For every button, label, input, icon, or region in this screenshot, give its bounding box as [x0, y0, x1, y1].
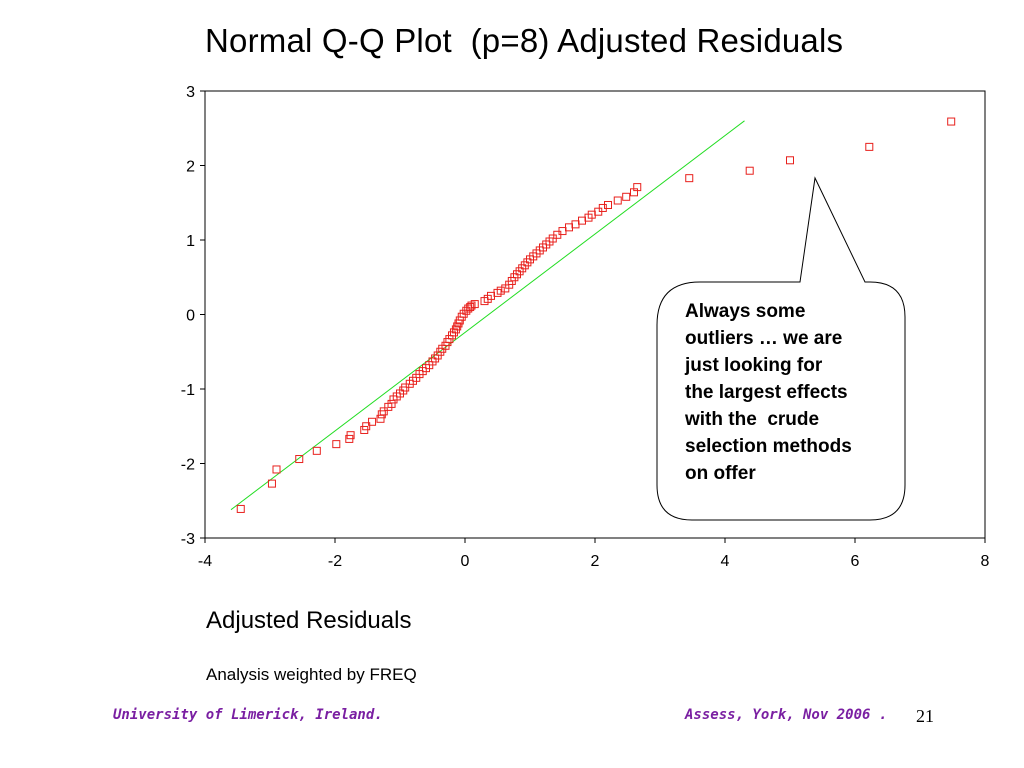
data-point — [267, 479, 276, 488]
data-point — [565, 223, 573, 232]
data-point — [295, 455, 304, 464]
x-tick-label: 2 — [591, 553, 600, 570]
callout-line: with the crude — [685, 409, 820, 430]
x-tick-label: -2 — [328, 553, 342, 570]
data-point — [362, 422, 371, 431]
y-axis: -3 -2 -1 0 1 2 3 — [181, 84, 205, 548]
data-point — [470, 300, 479, 309]
data-point — [443, 338, 452, 347]
data-point — [518, 264, 527, 273]
data-point — [236, 504, 245, 513]
y-tick-label: -1 — [181, 382, 195, 399]
data-point — [332, 440, 341, 449]
y-tick-label: 2 — [186, 159, 195, 176]
x-tick-label: 8 — [981, 553, 990, 570]
x-axis: -4 -2 0 2 4 6 8 — [198, 538, 990, 570]
data-point — [685, 174, 694, 183]
data-point — [604, 200, 612, 209]
data-point — [431, 354, 440, 363]
data-point — [571, 220, 580, 229]
data-point — [622, 192, 631, 201]
data-point — [312, 446, 321, 455]
data-point — [496, 286, 505, 295]
callout-text: Always some outliers … we are just looking… — [685, 298, 900, 487]
x-axis-label: Adjusted Residuals — [206, 607, 412, 634]
data-point — [399, 386, 408, 395]
x-tick-label: -4 — [198, 553, 212, 570]
y-tick-label: 1 — [186, 233, 195, 250]
page-number: 21 — [916, 706, 934, 726]
analysis-note: Analysis weighted by FREQ — [206, 665, 417, 684]
data-point — [272, 465, 281, 474]
data-point — [368, 417, 377, 426]
footer-event: Assess, York, Nov 2006 . — [685, 707, 888, 723]
callout-line: outliers … we are — [685, 328, 843, 349]
data-point — [947, 117, 956, 126]
callout-line: selection methods — [685, 436, 852, 457]
data-point — [786, 156, 794, 165]
data-point — [466, 303, 475, 312]
y-tick-label: 0 — [186, 308, 195, 325]
data-point — [387, 399, 396, 408]
reference-line — [230, 120, 745, 511]
x-tick-label: 6 — [851, 553, 860, 570]
data-point — [578, 216, 586, 225]
x-tick-label: 4 — [721, 553, 730, 570]
data-point — [379, 407, 388, 416]
data-point — [510, 273, 519, 282]
data-point — [865, 142, 874, 151]
data-point — [523, 258, 532, 267]
data-point — [515, 267, 524, 276]
callout-line: just looking for — [685, 355, 823, 376]
data-point — [453, 322, 462, 331]
data-point — [745, 166, 754, 175]
data-point — [598, 203, 607, 212]
y-tick-label: -3 — [181, 531, 195, 548]
data-points — [236, 117, 956, 513]
chart-title: Normal Q-Q Plot (p=8) Adjusted Residuals — [205, 22, 844, 59]
data-point — [436, 347, 445, 356]
data-point — [457, 312, 466, 321]
data-point — [459, 309, 468, 318]
data-point — [428, 357, 437, 366]
data-point — [451, 325, 460, 334]
callout-bubble — [656, 176, 906, 521]
data-point — [346, 431, 355, 440]
data-point — [520, 261, 529, 270]
y-tick-label: 3 — [186, 84, 195, 101]
callout-line: the largest effects — [685, 382, 848, 403]
data-point — [513, 270, 521, 279]
y-tick-label: -2 — [181, 457, 195, 474]
callout-line: Always some — [685, 301, 806, 322]
x-tick-label: 0 — [461, 553, 470, 570]
data-point — [377, 410, 386, 419]
data-point — [633, 183, 642, 192]
data-point — [613, 196, 622, 205]
callout-line: on offer — [685, 463, 756, 484]
footer-institution: University of Limerick, Ireland. — [113, 707, 383, 723]
